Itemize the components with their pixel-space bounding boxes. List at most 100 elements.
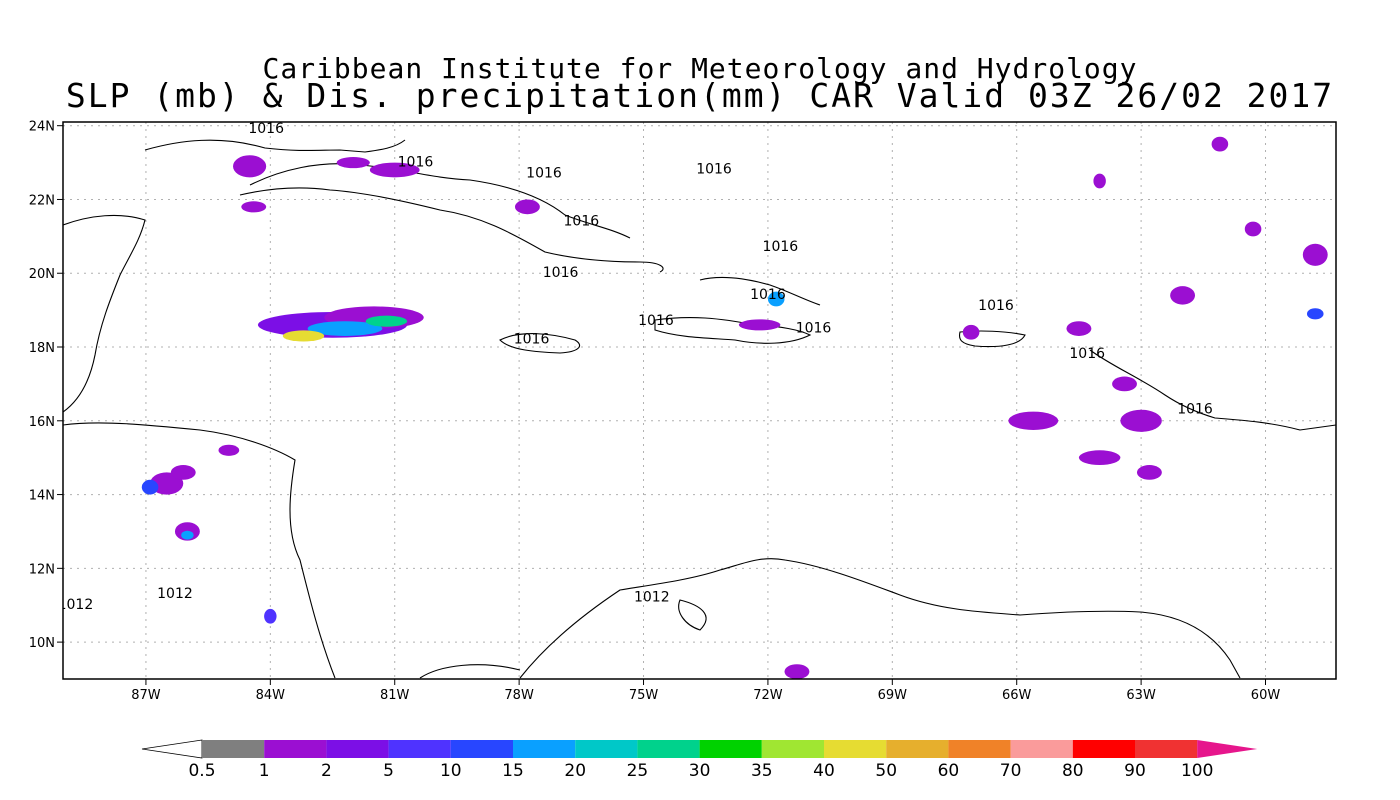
lat-tick-label: 18N [29,341,55,356]
colorbar-segment [886,740,949,758]
lon-tick-label: 66W [1002,688,1032,703]
precip-area [218,444,240,456]
colorbar-label: 10 [440,761,462,781]
colorbar-label: 25 [627,761,649,781]
precip-area [170,465,196,480]
isobar-label: 1016 [796,320,832,336]
isobar-label: 1016 [750,287,786,303]
plot-frame [62,121,1337,680]
precip-area [1066,321,1092,336]
title-line-2: SLP (mb) & Dis. precipitation(mm) CAR Va… [65,76,1335,115]
colorbar-segment [699,740,762,758]
lat-tick-label: 10N [29,636,55,651]
colorbar-label: 80 [1062,761,1084,781]
precip-area [1078,450,1121,466]
colorbar-segment [575,740,638,758]
grid-lines [63,122,1336,679]
precip-area [1120,409,1162,432]
colorbar-segment [824,740,887,758]
precip-area [307,321,383,336]
lon-tick-label: 84W [256,688,286,703]
precipitation-areas [141,136,1328,679]
colorbar-segment [761,740,824,758]
isobar-label: 1016 [696,162,732,178]
colorbar-segment [388,740,451,758]
colorbar-over-arrow [1197,740,1258,758]
colorbar-segment [637,740,700,758]
colorbar-label: 20 [564,761,586,781]
precip-area [514,199,540,215]
precip-area [141,479,159,495]
lat-tick-label: 16N [29,415,55,430]
colorbar-label: 40 [813,761,835,781]
colorbar-segment [513,740,576,758]
precip-area [181,530,194,540]
isobar-label: 1012 [634,590,670,606]
colorbar-label: 30 [689,761,711,781]
precip-area [1008,411,1059,431]
precip-area [282,330,325,342]
colorbar-label: 5 [383,761,394,781]
precipitation-colorbar: 0.5 1 2 5 10 15 20 25 30 35 40 50 60 70 80 90 100 [141,739,1258,781]
isobar-label: 1016 [398,154,434,170]
isobar-label: 1016 [1069,346,1105,362]
lon-tick-label: 78W [504,688,534,703]
colorbar-label: 60 [938,761,960,781]
lat-tick-label: 12N [29,562,55,577]
isobar-labels: 1016 1016 1016 1016 1016 1016 1016 1016 1016 1016… [58,121,1213,613]
isobar-label: 1016 [1177,401,1213,417]
isobar-label: 1016 [638,313,674,329]
precip-area [365,315,408,327]
isobar-label: 1016 [978,298,1014,314]
colorbar-label: 50 [875,761,897,781]
precip-area [1170,286,1196,305]
coastlines [63,139,1336,679]
lon-tick-label: 87W [131,688,161,703]
lat-tick-label: 20N [29,267,55,282]
precip-area [1302,243,1328,266]
precip-area [1244,221,1262,237]
precip-area [1136,465,1162,480]
colorbar-label: 70 [1000,761,1022,781]
isobar-label: 1016 [526,165,562,181]
lat-tick-label: 24N [29,120,55,135]
colorbar-segment [1072,740,1135,758]
precip-area [767,291,785,307]
lon-tick-label: 72W [753,688,783,703]
isobar-label: 1012 [58,597,94,613]
isobar-label: 1016 [514,331,550,347]
colorbar-label: 100 [1181,761,1213,781]
colorbar-segment [450,740,513,758]
colorbar-label: 15 [502,761,524,781]
lat-tick-label: 22N [29,193,55,208]
colorbar-segment [948,740,1011,758]
colorbar-label: 90 [1124,761,1146,781]
longitude-axis: 87W 84W 81W 78W 75W 72W 69W 66W 63W 60W [131,679,1280,703]
precip-area [1093,173,1106,189]
lon-tick-label: 75W [629,688,659,703]
colorbar-label: 2 [321,761,332,781]
precip-area [150,472,184,495]
colorbar-under-arrow [141,739,203,759]
isobar-label: 1016 [248,121,284,137]
isobar-label: 1016 [543,265,579,281]
lon-tick-label: 63W [1126,688,1156,703]
precip-area [738,319,781,331]
isobar-label: 1016 [564,213,600,229]
colorbar-segment [1135,740,1198,758]
lon-tick-label: 81W [380,688,410,703]
colorbar-segment [202,740,265,758]
isobar-label: 1016 [763,239,799,255]
precip-area [1211,136,1229,152]
precip-area [369,162,420,178]
precip-area [264,608,277,624]
precip-area [1306,308,1324,320]
precip-area [784,664,810,679]
precip-area [1112,376,1137,392]
title-line-1: Caribbean Institute for Meteorology and … [262,52,1138,85]
lat-tick-label: 14N [29,489,55,504]
precip-area [962,324,980,340]
latitude-axis: 10N 12N 14N 16N 18N 20N 22N 24N [29,120,63,651]
colorbar-segment [264,740,327,758]
